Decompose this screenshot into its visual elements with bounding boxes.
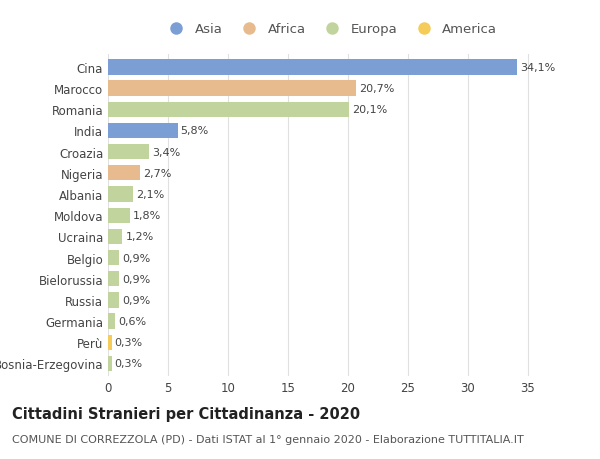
Text: 3,4%: 3,4% bbox=[152, 147, 180, 157]
Text: 34,1%: 34,1% bbox=[520, 63, 556, 73]
Text: 0,3%: 0,3% bbox=[115, 358, 143, 369]
Text: 0,9%: 0,9% bbox=[122, 274, 150, 284]
Bar bbox=[108, 229, 122, 245]
Bar bbox=[108, 251, 119, 266]
Text: 0,6%: 0,6% bbox=[118, 316, 146, 326]
Text: 5,8%: 5,8% bbox=[181, 126, 209, 136]
Legend: Asia, Africa, Europa, America: Asia, Africa, Europa, America bbox=[163, 23, 497, 36]
Bar bbox=[108, 272, 119, 287]
Bar bbox=[108, 356, 112, 371]
Bar bbox=[108, 123, 178, 139]
Bar bbox=[108, 314, 115, 329]
Text: Cittadini Stranieri per Cittadinanza - 2020: Cittadini Stranieri per Cittadinanza - 2… bbox=[12, 406, 360, 421]
Text: 0,9%: 0,9% bbox=[122, 295, 150, 305]
Text: 2,7%: 2,7% bbox=[143, 168, 172, 179]
Text: 0,3%: 0,3% bbox=[115, 337, 143, 347]
Bar bbox=[108, 166, 140, 181]
Bar bbox=[108, 81, 356, 96]
Text: 0,9%: 0,9% bbox=[122, 253, 150, 263]
Text: 20,7%: 20,7% bbox=[359, 84, 395, 94]
Text: 1,2%: 1,2% bbox=[125, 232, 154, 242]
Bar bbox=[108, 208, 130, 224]
Text: COMUNE DI CORREZZOLA (PD) - Dati ISTAT al 1° gennaio 2020 - Elaborazione TUTTITA: COMUNE DI CORREZZOLA (PD) - Dati ISTAT a… bbox=[12, 434, 524, 444]
Bar bbox=[108, 293, 119, 308]
Bar bbox=[108, 102, 349, 118]
Bar bbox=[108, 187, 133, 202]
Text: 1,8%: 1,8% bbox=[133, 211, 161, 221]
Text: 2,1%: 2,1% bbox=[136, 190, 164, 200]
Bar bbox=[108, 60, 517, 75]
Bar bbox=[108, 145, 149, 160]
Text: 20,1%: 20,1% bbox=[352, 105, 388, 115]
Bar bbox=[108, 335, 112, 350]
